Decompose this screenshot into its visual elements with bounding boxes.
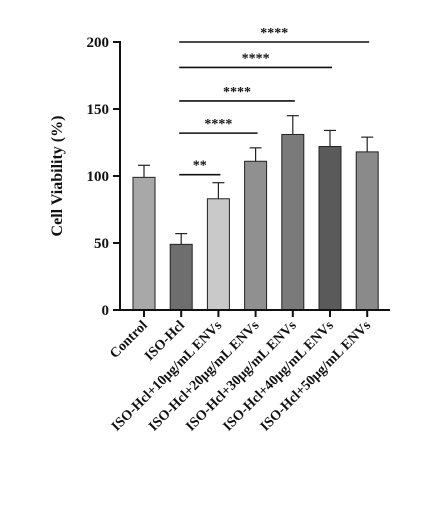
y-tick-label-150: 150 xyxy=(87,102,110,118)
significance-label-2: **** xyxy=(204,117,232,132)
y-tick-label-50: 50 xyxy=(94,236,109,252)
y-tick-label-0: 0 xyxy=(102,303,110,319)
y-tick-label-100: 100 xyxy=(87,169,110,185)
significance-label-5: **** xyxy=(260,26,288,41)
significance-group: ****************** xyxy=(179,26,370,176)
significance-label-3: **** xyxy=(223,85,251,100)
y-axis-label: Cell Viability (%) xyxy=(49,116,66,237)
error-bars-group xyxy=(138,115,374,245)
axes-group: 0 50 100 150 200 xyxy=(87,35,390,319)
significance-label-1: ** xyxy=(193,159,207,174)
bar-2 xyxy=(169,243,193,311)
bar-5 xyxy=(281,133,305,311)
bar-3 xyxy=(206,198,230,311)
significance-label-4: **** xyxy=(242,51,270,66)
bar-1 xyxy=(132,176,156,311)
bar-7 xyxy=(355,151,379,311)
bar-4 xyxy=(244,160,268,311)
y-tick-label-200: 200 xyxy=(87,35,110,51)
bars-group xyxy=(132,133,379,311)
bar-6 xyxy=(318,146,342,311)
